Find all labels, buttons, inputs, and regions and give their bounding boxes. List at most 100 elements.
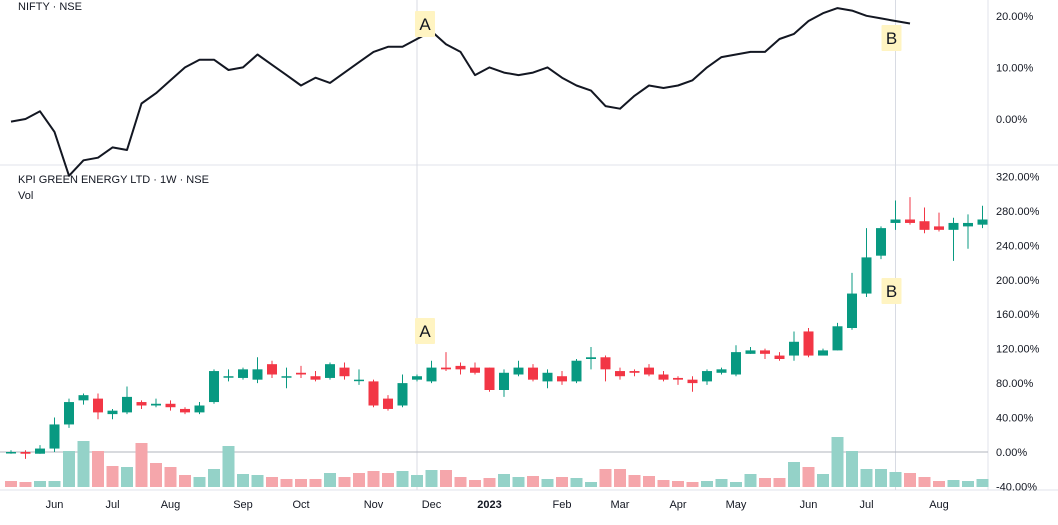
volume-bar <box>48 481 61 487</box>
volume-bars <box>5 437 989 487</box>
price-tick-label: 200.00% <box>996 275 1040 287</box>
time-tick-label: Feb <box>553 499 572 511</box>
volume-bar <box>440 470 452 487</box>
candle-body <box>934 226 944 230</box>
candle-body <box>948 222 959 230</box>
time-tick-label: Aug <box>161 499 181 511</box>
candle-body <box>93 398 103 413</box>
volume-bar <box>411 475 423 487</box>
candle-body <box>774 355 785 360</box>
volume-bar <box>106 466 119 487</box>
candle-body <box>136 402 147 406</box>
candle-body <box>165 403 176 408</box>
volume-bar <box>788 462 800 487</box>
candle-body <box>731 352 741 375</box>
volume-bar <box>947 480 960 487</box>
volume-bar <box>237 474 249 487</box>
time-tick-label: Nov <box>364 499 384 511</box>
volume-bar <box>599 469 612 487</box>
volume-bar <box>933 481 945 487</box>
price-tick-label: 120.00% <box>996 344 1040 356</box>
price-tick-label: 320.00% <box>996 171 1040 183</box>
candle-body <box>977 219 988 225</box>
volume-bar <box>222 446 235 487</box>
volume-bar <box>628 475 641 487</box>
time-tick-label: Sep <box>233 499 253 511</box>
volume-bar <box>251 475 264 487</box>
volume-bar <box>904 473 916 487</box>
volume-bar <box>657 480 670 487</box>
candle-body <box>847 293 857 329</box>
volume-bar <box>5 481 17 487</box>
candle-body <box>209 371 219 403</box>
volume-bar <box>701 481 713 487</box>
candle-body <box>354 379 364 382</box>
price-axis[interactable]: 20.00% 10.00% 0.00% 320.00% 280.00% 240.00% 20… <box>996 11 1040 494</box>
time-axis[interactable]: Jun Jul Aug Sep Oct Nov Dec 2023 Feb Mar Apr May Jun… <box>46 499 949 511</box>
volume-bar <box>846 451 858 487</box>
price-tick-label: 20.00% <box>996 11 1034 23</box>
volume-bar <box>338 477 351 487</box>
volume-bar <box>759 478 771 487</box>
candle-body <box>629 371 640 373</box>
candle-body <box>644 367 654 375</box>
volume-bar <box>672 481 684 487</box>
volume-bar <box>860 469 873 487</box>
volume-bar <box>396 471 409 487</box>
volume-bar <box>34 481 46 487</box>
candle-body <box>919 221 930 230</box>
candle-body <box>441 367 451 370</box>
marker-label: A <box>419 15 431 34</box>
candle-body <box>64 402 74 425</box>
volume-bar <box>121 467 133 487</box>
candle-body <box>383 398 393 409</box>
candle-body <box>281 376 292 378</box>
candle-body <box>194 405 205 413</box>
volume-bar <box>889 472 902 487</box>
volume-bar <box>614 469 626 487</box>
candle-body <box>78 395 89 401</box>
candle-body <box>397 383 408 406</box>
candle-body <box>107 410 118 415</box>
candle-body <box>296 372 306 375</box>
candle-body <box>876 228 886 256</box>
volume-bar <box>570 478 583 487</box>
volume-bar <box>92 451 104 487</box>
nifty-series-line <box>10 7 911 177</box>
volume-bar <box>686 482 699 487</box>
price-tick-label: 160.00% <box>996 309 1040 321</box>
volume-bar <box>150 463 162 487</box>
volume-bar <box>324 473 336 487</box>
volume-bar <box>483 478 496 487</box>
candle-body <box>586 357 596 360</box>
volume-bar <box>802 467 815 487</box>
volume-label: Vol <box>18 190 34 202</box>
volume-bar <box>193 477 206 487</box>
candle-body <box>760 350 770 354</box>
marker-background <box>881 25 902 51</box>
volume-bar <box>962 481 974 487</box>
volume-bar <box>643 476 655 487</box>
volume-bar <box>527 476 539 487</box>
candle-body <box>412 376 422 380</box>
volume-bar <box>77 441 90 487</box>
time-tick-label: Jun <box>46 499 64 511</box>
price-tick-label: -40.00% <box>996 481 1037 493</box>
volume-bar <box>454 477 467 487</box>
volume-bar <box>295 479 307 487</box>
volume-bar <box>744 474 757 487</box>
candle-body <box>832 326 843 351</box>
time-tick-label: Apr <box>669 499 686 511</box>
marker-background <box>415 318 435 344</box>
candle-body <box>673 377 683 380</box>
candle-body <box>470 367 480 373</box>
time-tick-label: Oct <box>292 499 309 511</box>
candle-body <box>339 367 350 377</box>
time-tick-label: Aug <box>929 499 949 511</box>
candle-body <box>238 369 248 378</box>
candle-body <box>499 372 509 391</box>
price-tick-label: 40.00% <box>996 413 1034 425</box>
candle-body <box>789 341 799 356</box>
candle-body <box>963 222 973 227</box>
